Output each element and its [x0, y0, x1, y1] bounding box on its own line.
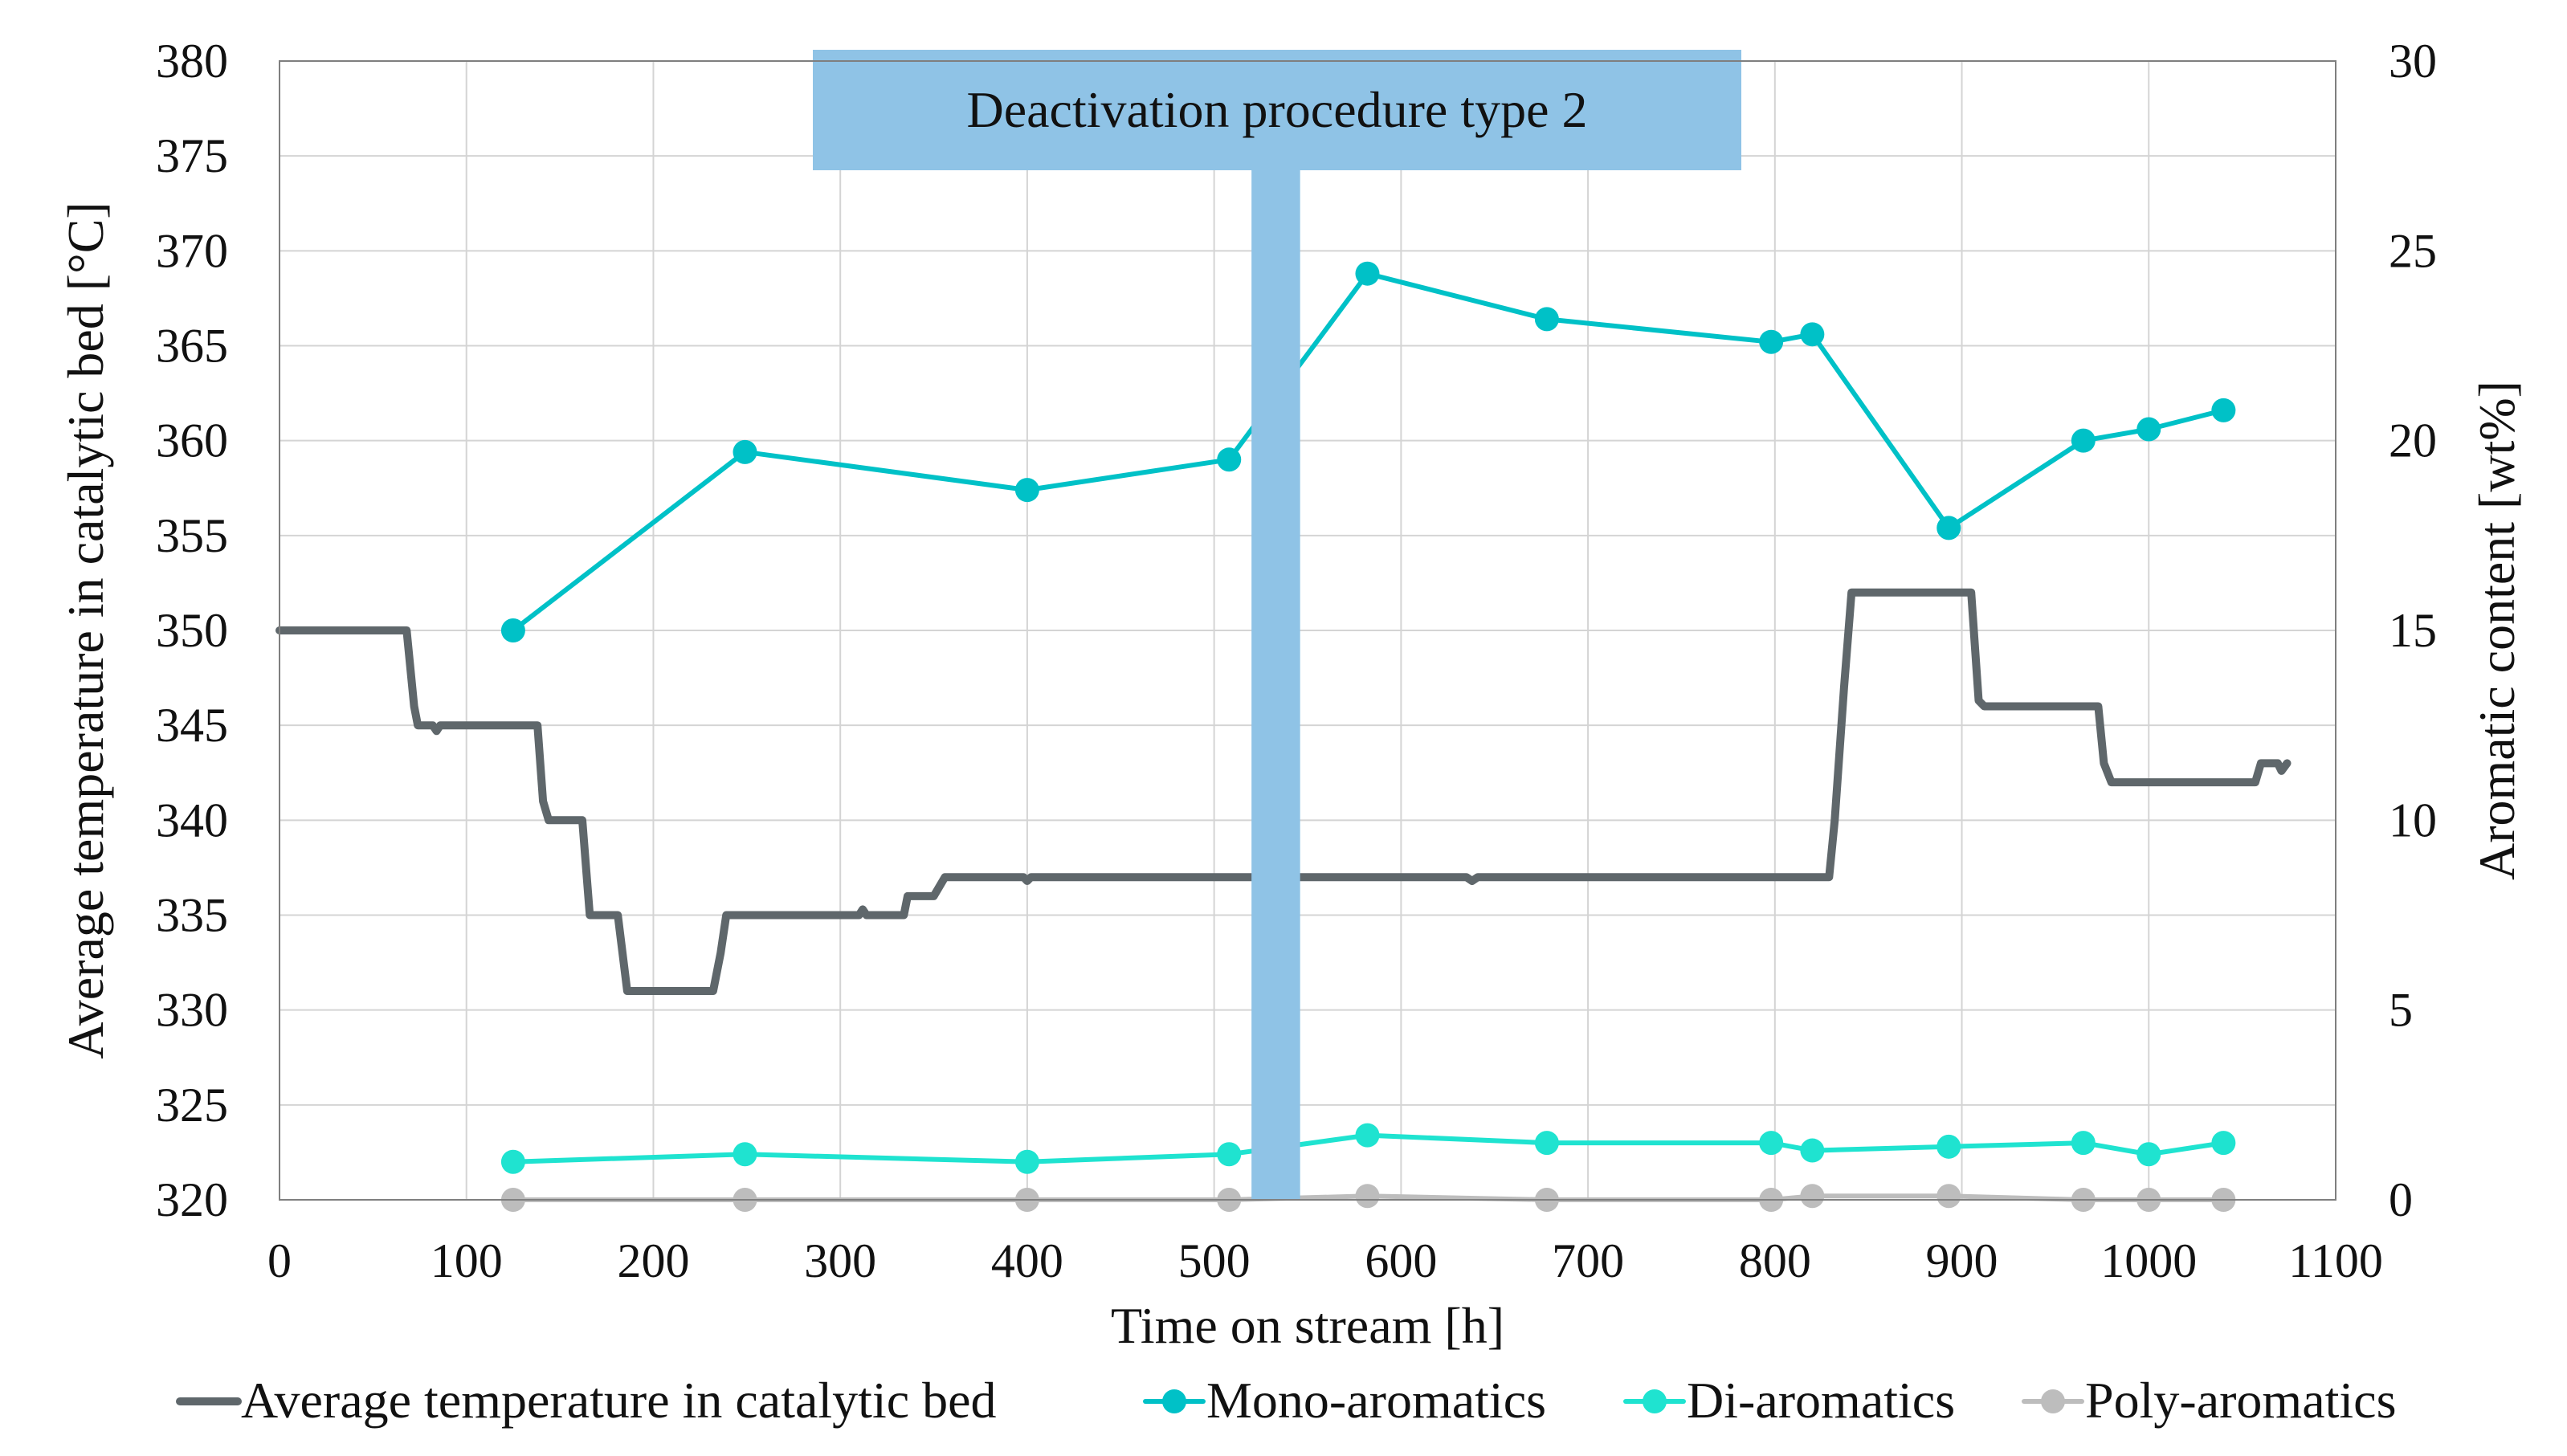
x-tick-label: 500 — [1178, 1234, 1251, 1287]
data-point-poly-aromatics — [1355, 1184, 1380, 1209]
y-right-tick-label: 10 — [2389, 793, 2437, 846]
x-tick-label: 600 — [1365, 1234, 1437, 1287]
x-axis-title: Time on stream [h] — [1111, 1297, 1504, 1354]
y-right-tick-label: 20 — [2389, 414, 2437, 467]
data-point-di-aromatics — [1936, 1134, 1961, 1159]
x-tick-label: 900 — [1926, 1234, 1998, 1287]
legend-label-average-temperature-in-catalytic-bed: Average temperature in catalytic bed — [241, 1372, 997, 1429]
data-point-di-aromatics — [2211, 1131, 2236, 1156]
data-point-di-aromatics — [500, 1149, 525, 1174]
legend-marker-di-aromatics — [1643, 1389, 1667, 1413]
y-left-tick-label: 350 — [156, 604, 228, 657]
y-right-tick-label: 15 — [2389, 604, 2437, 657]
y-left-tick-label: 370 — [156, 224, 228, 277]
data-point-di-aromatics — [2136, 1142, 2161, 1167]
y-left-tick-label: 375 — [156, 129, 228, 182]
data-point-di-aromatics — [2071, 1131, 2096, 1156]
legend-marker-mono-aromatics — [1162, 1389, 1186, 1413]
x-tick-label: 0 — [267, 1234, 292, 1287]
data-point-mono-aromatics — [1534, 307, 1559, 332]
legend: Average temperature in catalytic bed Mono… — [176, 1372, 2396, 1429]
y-left-axis-title: Average temperature in catalytic bed [°C… — [57, 202, 114, 1058]
plot-frame — [279, 60, 2336, 1201]
x-tick-label: 100 — [431, 1234, 503, 1287]
x-tick-label: 1100 — [2288, 1234, 2383, 1287]
legend-marker-poly-aromatics — [2041, 1389, 2065, 1413]
data-point-poly-aromatics — [1936, 1184, 1961, 1209]
data-point-mono-aromatics — [2211, 398, 2236, 422]
data-point-di-aromatics — [733, 1142, 757, 1167]
data-point-mono-aromatics — [500, 618, 525, 642]
y-left-tick-label: 330 — [156, 984, 228, 1037]
legend-label-poly-aromatics: Poly-aromatics — [2085, 1372, 2396, 1429]
data-point-di-aromatics — [1800, 1138, 1825, 1163]
data-point-mono-aromatics — [1014, 478, 1039, 503]
x-tick-label: 300 — [804, 1234, 876, 1287]
y-left-tick-label: 380 — [156, 35, 228, 88]
x-tick-label: 800 — [1739, 1234, 1811, 1287]
data-point-mono-aromatics — [1217, 447, 1242, 472]
deactivation-label: Deactivation procedure type 2 — [967, 81, 1588, 138]
deactivation-bar — [1251, 61, 1300, 1200]
x-tick-label: 400 — [991, 1234, 1063, 1287]
data-point-mono-aromatics — [733, 439, 757, 464]
deactivation-banner — [813, 50, 1741, 170]
x-tick-label: 200 — [617, 1234, 689, 1287]
legend-label-di-aromatics: Di-aromatics — [1687, 1372, 1955, 1429]
axis-ticks: 0 100 200 300 400 500 600 700 800 900 1000 11003203… — [156, 35, 2437, 1287]
y-right-tick-label: 5 — [2389, 984, 2413, 1037]
annotation-layer: Deactivation procedure type 2 — [813, 50, 1741, 1200]
y-left-tick-label: 340 — [156, 793, 228, 846]
data-point-mono-aromatics — [1759, 329, 1784, 354]
data-point-mono-aromatics — [1355, 261, 1380, 286]
data-point-mono-aromatics — [1936, 516, 1961, 540]
y-left-tick-label: 325 — [156, 1079, 228, 1132]
x-tick-label: 1000 — [2100, 1234, 2197, 1287]
data-point-mono-aromatics — [2136, 417, 2161, 442]
y-right-tick-label: 25 — [2389, 224, 2437, 277]
data-point-di-aromatics — [1217, 1142, 1242, 1167]
y-left-tick-label: 335 — [156, 889, 228, 942]
data-point-di-aromatics — [1355, 1123, 1380, 1148]
data-point-di-aromatics — [1534, 1131, 1559, 1156]
y-right-tick-label: 0 — [2389, 1173, 2413, 1226]
data-point-poly-aromatics — [1800, 1184, 1825, 1209]
data-point-di-aromatics — [1014, 1149, 1039, 1174]
y-left-tick-label: 360 — [156, 414, 228, 467]
legend-label-mono-aromatics: Mono-aromatics — [1206, 1372, 1546, 1429]
grid-lines — [279, 60, 2336, 1201]
y-left-tick-label: 320 — [156, 1173, 228, 1226]
series-line-average-temperature-in-catalytic-bed — [275, 588, 2292, 995]
data-point-mono-aromatics — [2071, 428, 2096, 453]
x-tick-label: 700 — [1552, 1234, 1624, 1287]
y-left-tick-label: 345 — [156, 699, 228, 752]
y-right-axis-title: Aromatic content [wt%] — [2468, 381, 2525, 880]
y-left-tick-label: 365 — [156, 320, 228, 373]
data-point-mono-aromatics — [1800, 322, 1825, 347]
y-right-tick-label: 30 — [2389, 35, 2437, 88]
y-left-tick-label: 355 — [156, 509, 228, 562]
data-point-di-aromatics — [1759, 1131, 1784, 1156]
